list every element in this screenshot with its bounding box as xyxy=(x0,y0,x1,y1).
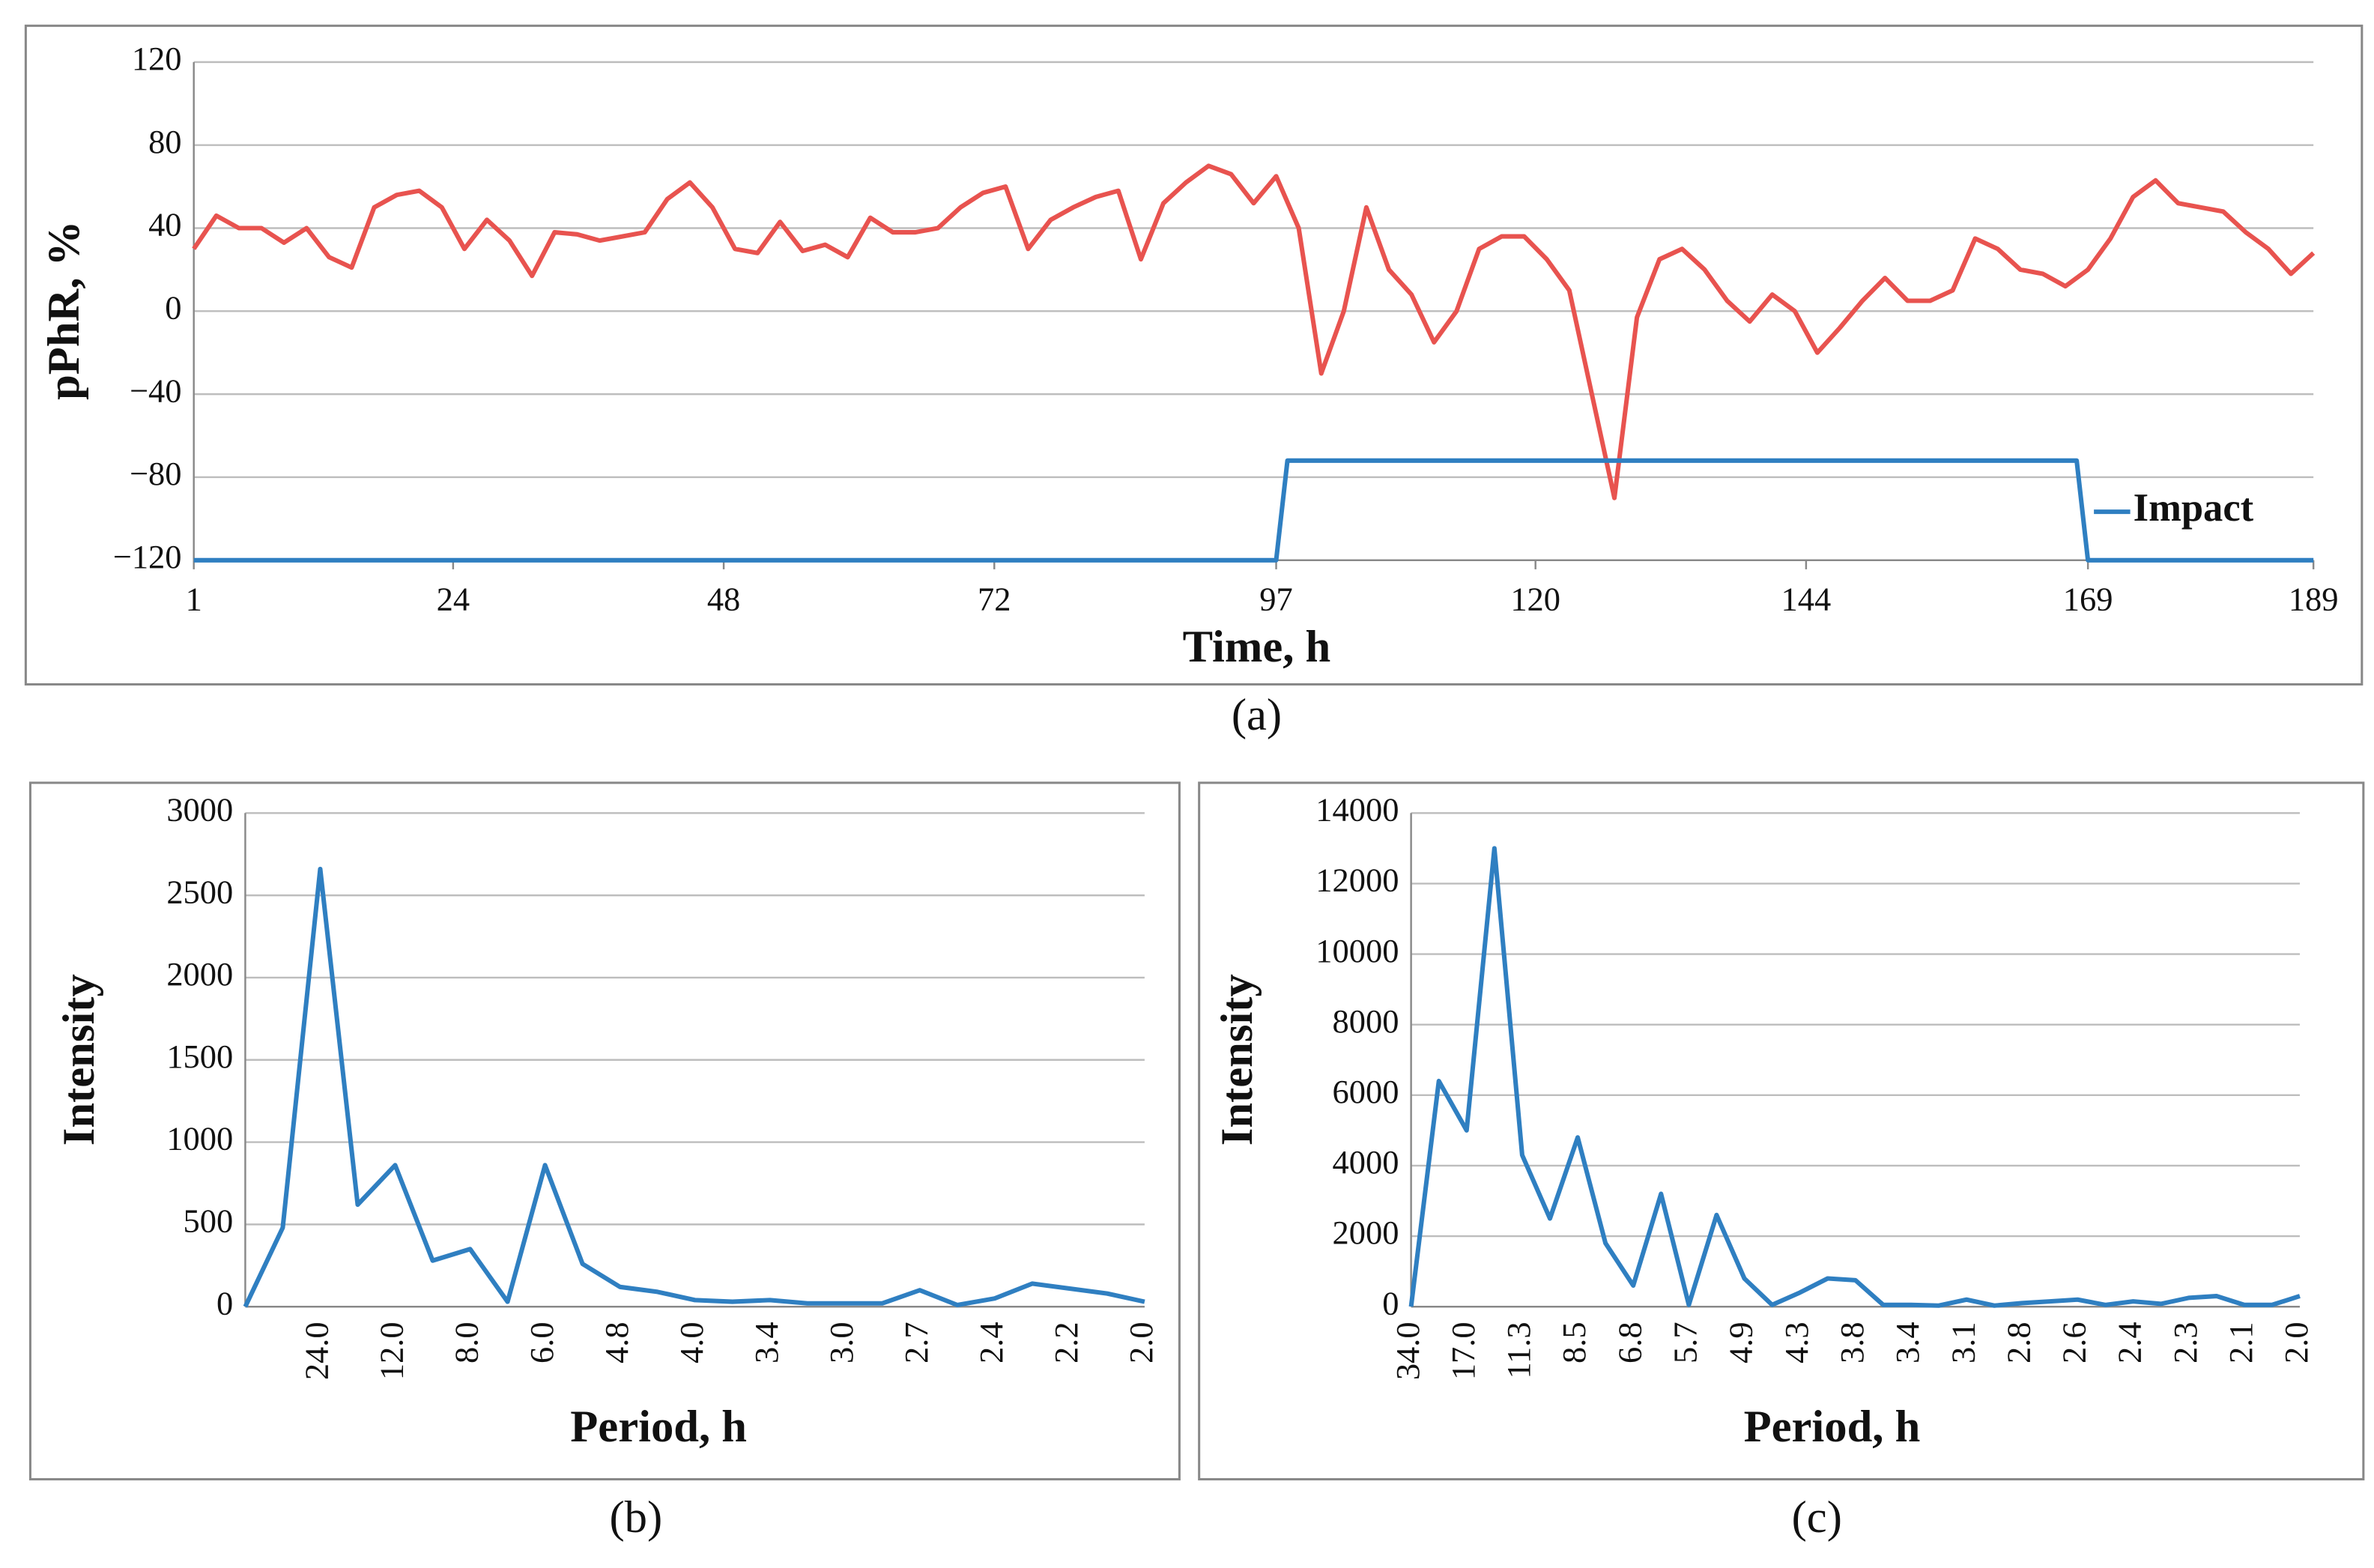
x-tick-label: 24.0 xyxy=(298,1322,336,1380)
caption: (b) xyxy=(609,1492,662,1543)
y-tick-label: 40 xyxy=(148,206,181,243)
x-tick-label: 4.3 xyxy=(1778,1322,1815,1363)
y-axis-title: pPhR, % xyxy=(39,221,89,400)
x-tick-label: 6.8 xyxy=(1611,1322,1648,1363)
x-tick-label: 12.0 xyxy=(373,1322,411,1380)
y-tick-label: 0 xyxy=(1382,1284,1399,1322)
series-line xyxy=(193,458,2314,563)
x-tick-label: 1 xyxy=(186,581,202,618)
y-tick-label: 14000 xyxy=(1315,791,1399,829)
x-tick-label: 5.7 xyxy=(1667,1322,1704,1363)
x-axis-title: Period, h xyxy=(570,1402,747,1452)
x-tick-label: 2.0 xyxy=(2277,1322,2315,1363)
x-tick-label: 2.3 xyxy=(2166,1322,2204,1363)
y-tick-label: 120 xyxy=(132,40,182,77)
x-tick-label: 24 xyxy=(437,581,470,618)
caption: (a) xyxy=(1232,690,1282,740)
y-tick-label: 80 xyxy=(148,123,181,160)
x-tick-label: 72 xyxy=(978,581,1011,618)
x-tick-label: 3.8 xyxy=(1833,1322,1871,1363)
x-tick-label: 48 xyxy=(707,581,740,618)
y-tick-label: −40 xyxy=(130,372,182,409)
x-tick-label: 3.4 xyxy=(748,1322,785,1363)
x-tick-label: 11.3 xyxy=(1500,1322,1537,1378)
x-tick-label: 4.8 xyxy=(598,1322,635,1363)
chart-frame xyxy=(24,24,2364,686)
y-tick-label: 8000 xyxy=(1333,1002,1399,1040)
x-tick-label: 4.9 xyxy=(1722,1322,1760,1363)
x-tick-label: 2.1 xyxy=(2222,1322,2259,1363)
x-tick-label: 2.6 xyxy=(2056,1322,2093,1363)
x-tick-label: 3.0 xyxy=(823,1322,860,1363)
x-axis-title: Time, h xyxy=(1183,622,1331,672)
x-tick-label: 2.7 xyxy=(897,1322,935,1363)
y-tick-label: 10000 xyxy=(1315,932,1399,969)
x-tick-label: 3.1 xyxy=(1944,1322,1981,1363)
x-tick-label: 8.5 xyxy=(1555,1322,1593,1363)
series-line xyxy=(192,163,2316,500)
y-tick-label: 2000 xyxy=(1333,1214,1399,1251)
y-tick-label: 0 xyxy=(165,289,181,327)
y-tick-label: 6000 xyxy=(1333,1073,1399,1110)
x-tick-label: 144 xyxy=(1781,581,1832,618)
chart-frame xyxy=(1198,781,2365,1481)
x-tick-label: 120 xyxy=(1510,581,1560,618)
y-tick-label: 12000 xyxy=(1315,862,1399,899)
caption: (c) xyxy=(1792,1492,1842,1543)
y-tick-label: 0 xyxy=(216,1284,233,1322)
x-axis-title: Period, h xyxy=(1744,1402,1921,1452)
x-tick-label: 4.0 xyxy=(673,1322,710,1363)
x-tick-label: 2.4 xyxy=(2111,1322,2149,1363)
y-tick-label: 3000 xyxy=(166,791,233,829)
x-tick-label: 2.8 xyxy=(1999,1322,2037,1363)
series-line xyxy=(1408,846,2301,1308)
y-tick-label: −80 xyxy=(130,455,182,492)
x-tick-label: 97 xyxy=(1259,581,1292,618)
y-tick-label: 2000 xyxy=(166,955,233,993)
x-tick-label: 34.0 xyxy=(1389,1322,1426,1380)
x-tick-label: 6.0 xyxy=(523,1322,560,1363)
x-tick-label: 8.0 xyxy=(448,1322,485,1363)
x-tick-label: 3.4 xyxy=(1889,1322,1926,1363)
y-tick-label: 1500 xyxy=(166,1038,233,1075)
legend-label: Impact xyxy=(2134,486,2254,530)
x-tick-label: 2.0 xyxy=(1122,1322,1160,1363)
y-tick-label: −120 xyxy=(113,538,182,575)
chart-frame xyxy=(28,781,1181,1481)
y-tick-label: 500 xyxy=(184,1202,234,1240)
x-tick-label: 17.0 xyxy=(1444,1322,1482,1380)
x-tick-label: 189 xyxy=(2289,581,2339,618)
x-tick-label: 2.4 xyxy=(972,1322,1010,1363)
x-tick-label: 169 xyxy=(2063,581,2113,618)
y-tick-label: 1000 xyxy=(166,1120,233,1157)
y-tick-label: 4000 xyxy=(1333,1143,1399,1181)
x-tick-label: 2.2 xyxy=(1047,1322,1085,1363)
series-line xyxy=(243,866,1145,1308)
y-axis-title: Intensity xyxy=(1212,974,1262,1145)
y-tick-label: 2500 xyxy=(166,873,233,910)
y-axis-title: Intensity xyxy=(54,974,104,1145)
